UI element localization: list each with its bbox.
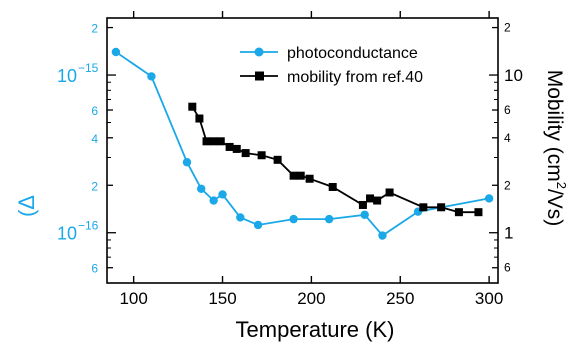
y-axis-right-title-main: Mobility (cm: [543, 70, 566, 182]
y-axis-right-title: Mobility (cm2/Vs): [543, 70, 569, 227]
data-point-mobility: [257, 151, 266, 160]
data-point-mobility: [366, 194, 375, 203]
data-point-mobility: [209, 137, 218, 146]
y-axis-right-title-sup: 2: [554, 182, 569, 189]
series-line-photoconductance: [115, 51, 490, 237]
y-right-tick-label: 1: [504, 224, 513, 243]
plot-frame: [106, 17, 499, 284]
plot-border: [106, 17, 499, 284]
data-point-photoconductance: [289, 214, 298, 224]
y-left-tick-label: 2: [91, 22, 98, 36]
data-point-mobility: [358, 200, 367, 209]
data-point-mobility: [195, 114, 204, 123]
x-tick-label: 200: [297, 289, 325, 308]
y-right-tick-label: 4: [504, 131, 511, 145]
data-point-mobility: [225, 142, 234, 151]
data-point-photoconductance: [218, 190, 227, 199]
legend-label-mobility: mobility from ref.40: [287, 69, 423, 86]
data-point-mobility: [241, 149, 250, 158]
data-point-mobility: [305, 174, 314, 183]
data-point-photoconductance: [182, 158, 192, 167]
data-point-mobility: [202, 137, 211, 146]
series-layer: [111, 47, 494, 240]
data-point-mobility: [188, 102, 197, 111]
data-point-photoconductance: [378, 231, 387, 240]
legend: photoconductance mobility from ref.40: [240, 45, 423, 86]
data-point-mobility: [385, 188, 394, 197]
data-point-mobility: [474, 208, 483, 217]
data-point-photoconductance: [484, 194, 494, 203]
y-left-tick-exponent: −16: [78, 219, 99, 233]
data-point-photoconductance: [253, 220, 263, 230]
legend-marker-mobility: [255, 71, 264, 81]
data-point-photoconductance: [324, 214, 334, 224]
y-left-tick-exponent: −15: [78, 61, 99, 75]
y-right-tick-label: 2: [504, 21, 511, 35]
y-axis-right: 1 10 2 4 6 2 6: [489, 21, 523, 275]
x-tick-label: 250: [386, 289, 414, 308]
y-left-tick-label: 10: [57, 66, 77, 86]
x-tick-label: 100: [119, 289, 147, 308]
y-left-tick-label: 6: [91, 104, 98, 118]
data-point-mobility: [216, 137, 225, 146]
series-line-mobility: [191, 106, 479, 214]
data-point-photoconductance: [360, 210, 369, 219]
data-point-mobility: [289, 171, 298, 180]
y-left-tick-label: 6: [91, 262, 98, 276]
y-right-tick-label: 6: [504, 103, 511, 117]
data-point-mobility: [273, 155, 282, 164]
data-point-mobility: [437, 203, 446, 212]
data-point-mobility: [328, 182, 337, 191]
data-point-photoconductance: [147, 72, 156, 81]
legend-label-photoconductance: photoconductance: [287, 45, 418, 62]
x-axis: 100 150 200 250 300: [119, 11, 503, 308]
data-point-photoconductance: [236, 213, 245, 222]
data-point-mobility: [232, 144, 241, 153]
y-right-tick-label: 10: [504, 66, 523, 85]
data-point-mobility: [419, 203, 428, 212]
data-point-mobility: [296, 171, 305, 180]
y-left-tick-label: 10: [57, 224, 77, 244]
x-axis-title: Temperature (K): [236, 317, 395, 342]
x-tick-label: 300: [475, 289, 503, 308]
y-right-tick-label: 2: [504, 178, 511, 192]
legend-marker-photoconductance: [254, 47, 264, 57]
y-left-tick-label: 4: [91, 132, 98, 146]
data-point-mobility: [373, 196, 382, 205]
y-left-tick-label: 2: [91, 179, 98, 193]
data-point-photoconductance: [209, 196, 218, 205]
y-axis-right-title-rest: /Vs): [543, 189, 566, 226]
data-point-mobility: [454, 208, 463, 217]
y-axis-left-title: (Δ: [14, 195, 39, 217]
data-point-photoconductance: [111, 47, 121, 57]
data-point-photoconductance: [196, 184, 206, 193]
x-tick-label: 150: [208, 289, 236, 308]
y-right-tick-label: 6: [504, 261, 511, 275]
